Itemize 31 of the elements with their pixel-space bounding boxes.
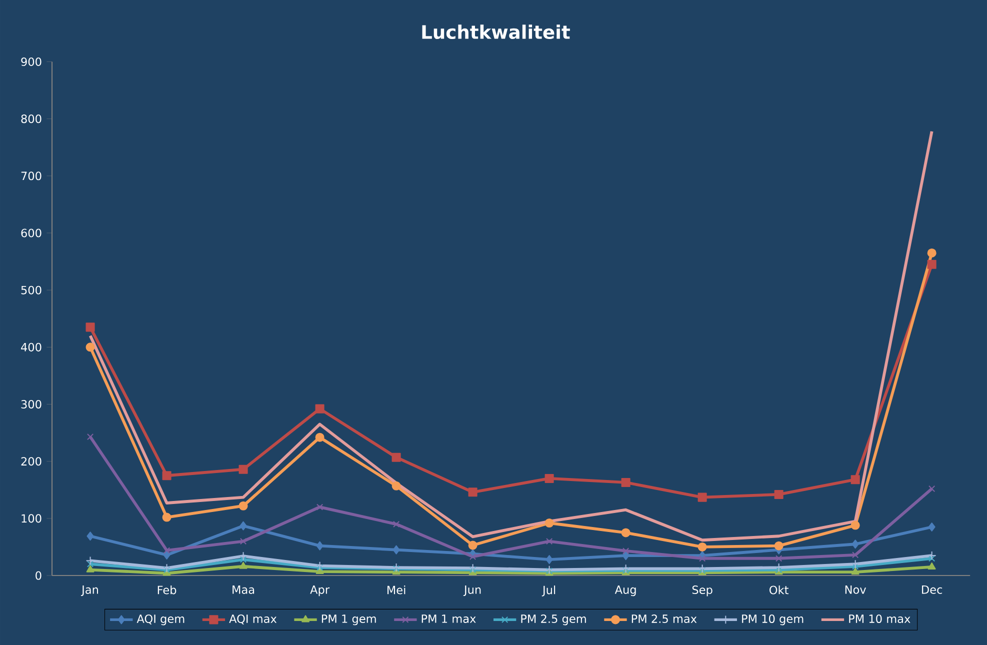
legend-label: PM 1 gem xyxy=(322,614,376,626)
y-tick-label: 600 xyxy=(21,228,42,238)
y-tick-label: 700 xyxy=(21,172,42,180)
legend-label: PM 10 gem xyxy=(742,614,804,626)
legend-label: PM 2.5 max xyxy=(632,614,697,623)
y-tick-label: 100 xyxy=(22,514,42,523)
y-tick-label: 200 xyxy=(21,456,42,466)
x-tick-label: Maa xyxy=(232,585,254,594)
y-tick-label: 400 xyxy=(21,342,42,352)
legend-label: PM 2.5 gem xyxy=(521,614,586,626)
legend-label: AQI max xyxy=(229,614,277,624)
x-tick-label: Aug xyxy=(614,585,636,596)
y-tick-label: 0 xyxy=(36,571,42,580)
x-tick-label: Dec xyxy=(922,585,942,594)
y-tick-label: 800 xyxy=(21,114,42,123)
x-tick-label: Mei xyxy=(387,585,406,594)
x-tick-label: Nov xyxy=(845,585,866,594)
chart-title: Luchtkwaliteit xyxy=(422,24,570,39)
x-tick-label: Jun xyxy=(463,585,481,596)
x-tick-label: Jul xyxy=(542,585,556,596)
x-tick-label: Apr xyxy=(310,585,330,596)
x-tick-label: Okt xyxy=(770,585,788,594)
y-tick-label: 300 xyxy=(21,400,42,408)
x-tick-label: Sep xyxy=(692,585,712,596)
legend-label: PM 10 max xyxy=(849,614,910,623)
legend-label: PM 1 max xyxy=(422,614,476,623)
y-tick-label: 500 xyxy=(21,286,42,294)
x-tick-label: Feb xyxy=(158,585,176,594)
y-tick-label: 900 xyxy=(21,57,42,66)
x-tick-label: Jan xyxy=(80,585,98,596)
legend-label: AQI gem xyxy=(136,614,184,626)
